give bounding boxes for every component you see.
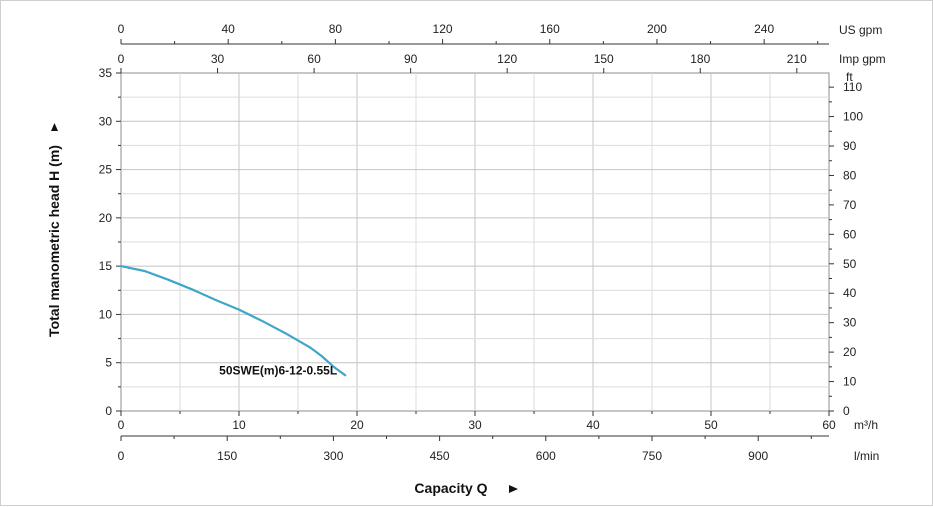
x-tick-label: 20 bbox=[350, 418, 364, 432]
lmin-tick-label: 600 bbox=[536, 449, 556, 463]
m3h-unit-label: m³/h bbox=[854, 418, 878, 432]
ft-tick-label: 20 bbox=[843, 345, 857, 359]
lmin-tick-label: 300 bbox=[323, 449, 343, 463]
us-gpm-tick-label: 80 bbox=[329, 22, 343, 36]
y-tick-label: 15 bbox=[99, 259, 113, 273]
imp-gpm-unit-label: Imp gpm bbox=[839, 52, 886, 66]
x-tick-label: 50 bbox=[704, 418, 718, 432]
lmin-tick-label: 0 bbox=[118, 449, 125, 463]
series-name-label: 50SWE(m)6-12-0.55L bbox=[219, 363, 337, 377]
us-gpm-tick-label: 200 bbox=[647, 22, 667, 36]
lmin-tick-label: 900 bbox=[748, 449, 768, 463]
x-axis-title: Capacity Q bbox=[414, 480, 487, 496]
ft-tick-label: 40 bbox=[843, 286, 857, 300]
y-tick-label: 20 bbox=[99, 211, 113, 225]
ft-tick-label: 90 bbox=[843, 139, 857, 153]
imp-gpm-tick-label: 210 bbox=[787, 52, 807, 66]
us-gpm-tick-label: 40 bbox=[222, 22, 236, 36]
us-gpm-tick-label: 160 bbox=[540, 22, 560, 36]
us-gpm-tick-label: 240 bbox=[754, 22, 774, 36]
lmin-tick-label: 450 bbox=[430, 449, 450, 463]
y-tick-label: 0 bbox=[105, 404, 112, 418]
us-gpm-unit-label: US gpm bbox=[839, 23, 882, 37]
x-tick-label: 30 bbox=[468, 418, 482, 432]
ft-tick-label: 60 bbox=[843, 227, 857, 241]
y-axis-title: Total manometric head H (m) bbox=[46, 145, 62, 337]
y-tick-label: 30 bbox=[99, 114, 113, 128]
grid bbox=[121, 73, 829, 411]
y-tick-label: 25 bbox=[99, 163, 113, 177]
us-gpm-tick-label: 120 bbox=[433, 22, 453, 36]
lmin-unit-label: l/min bbox=[854, 449, 879, 463]
x-tick-label: 10 bbox=[232, 418, 246, 432]
imp-gpm-tick-label: 150 bbox=[594, 52, 614, 66]
imp-gpm-tick-label: 180 bbox=[690, 52, 710, 66]
y-tick-label: 10 bbox=[99, 307, 113, 321]
lmin-tick-label: 150 bbox=[217, 449, 237, 463]
ft-tick-label: 50 bbox=[843, 257, 857, 271]
series-curves: 50SWE(m)6-12-0.55L bbox=[121, 266, 345, 377]
x-tick-label: 60 bbox=[822, 418, 836, 432]
ft-tick-label: 80 bbox=[843, 168, 857, 182]
x-tick-label: 40 bbox=[586, 418, 600, 432]
ft-tick-label: 100 bbox=[843, 110, 863, 124]
series-line bbox=[121, 266, 345, 375]
ft-tick-label: 10 bbox=[843, 375, 857, 389]
imp-gpm-tick-label: 90 bbox=[404, 52, 418, 66]
imp-gpm-tick-label: 60 bbox=[307, 52, 321, 66]
y-tick-label: 5 bbox=[105, 356, 112, 370]
ft-tick-label: 30 bbox=[843, 316, 857, 330]
y-tick-label: 35 bbox=[99, 66, 113, 80]
lmin-tick-label: 750 bbox=[642, 449, 662, 463]
ft-tick-label: 0 bbox=[843, 404, 850, 418]
imp-gpm-tick-label: 30 bbox=[211, 52, 225, 66]
imp-gpm-tick-label: 0 bbox=[118, 52, 125, 66]
ft-tick-label: 70 bbox=[843, 198, 857, 212]
ft-unit-label: ft bbox=[846, 70, 853, 84]
x-axis-arrow-icon bbox=[509, 485, 518, 493]
y-axis-arrow-icon bbox=[51, 123, 58, 131]
x-tick-label: 0 bbox=[118, 418, 125, 432]
us-gpm-tick-label: 0 bbox=[118, 22, 125, 36]
imp-gpm-tick-label: 120 bbox=[497, 52, 517, 66]
